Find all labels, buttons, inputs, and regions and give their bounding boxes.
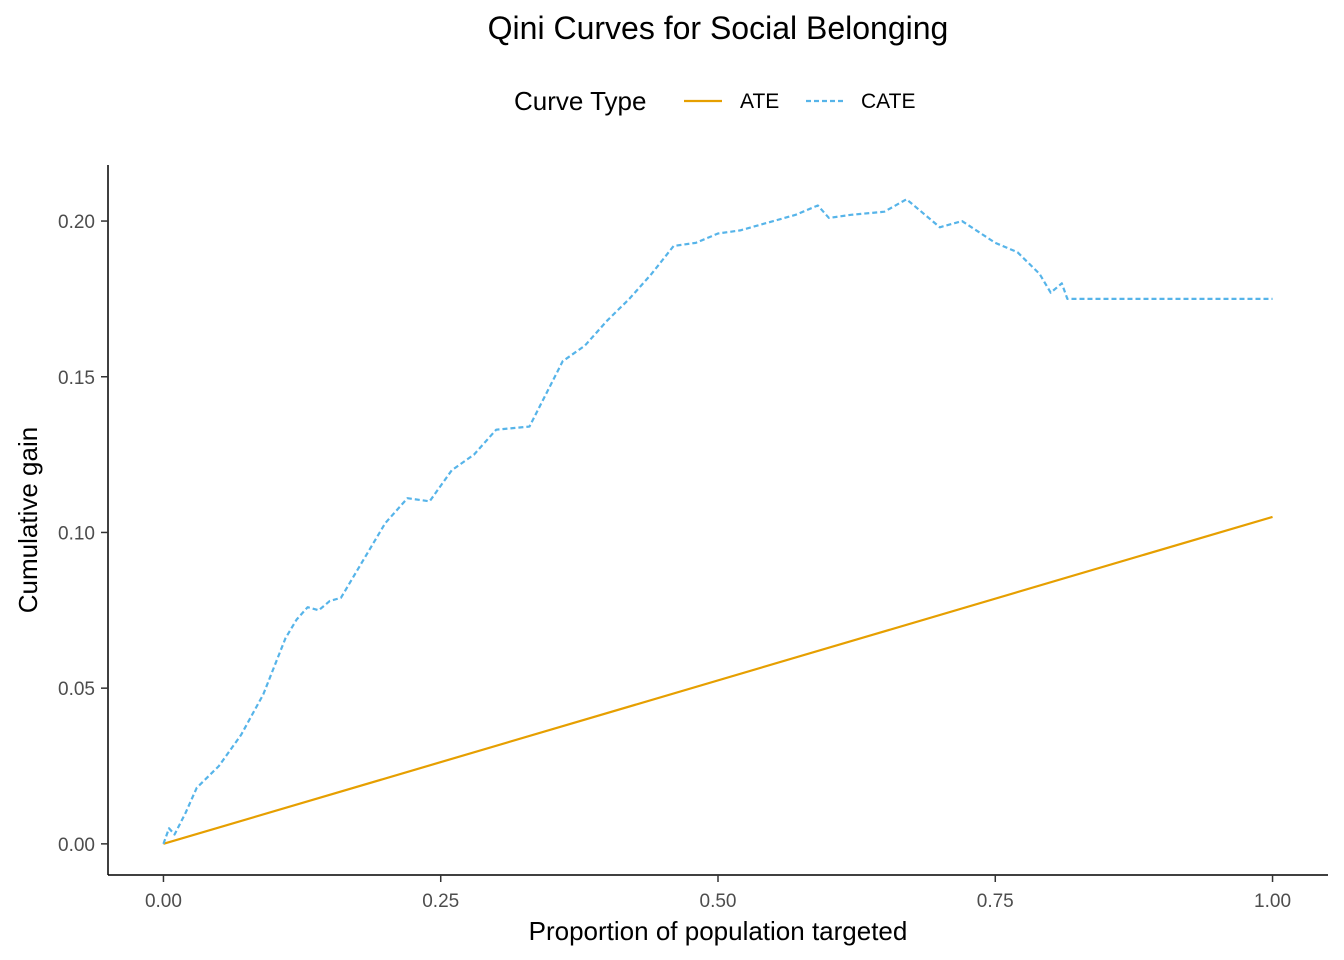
- x-tick-label: 0.00: [145, 891, 182, 912]
- series-layer: [162, 198, 1273, 845]
- y-axis-title: Cumulative gain: [13, 427, 43, 613]
- y-tick-label: 0.20: [58, 212, 95, 233]
- legend: Curve Type ATE CATE: [514, 86, 915, 116]
- x-tick-label: 0.75: [977, 891, 1014, 912]
- legend-label-ate: ATE: [740, 90, 779, 113]
- series-line-cate: [162, 198, 1273, 845]
- x-tick-label: 0.25: [422, 891, 459, 912]
- chart-title: Qini Curves for Social Belonging: [488, 10, 949, 46]
- x-axis-title: Proportion of population targeted: [529, 916, 908, 946]
- x-tick-label: 1.00: [1254, 891, 1291, 912]
- y-tick-label: 0.10: [58, 523, 95, 544]
- legend-label-cate: CATE: [861, 90, 915, 113]
- y-tick-label: 0.05: [58, 679, 95, 700]
- y-tick-label: 0.15: [58, 368, 95, 389]
- series-line-ate: [163, 515, 1273, 845]
- legend-title: Curve Type: [514, 86, 646, 116]
- x-axis: 0.00 0.25 0.50 0.75 1.00: [145, 875, 1291, 912]
- x-tick-label: 0.50: [700, 891, 737, 912]
- plot-area: 0.00 0.25 0.50 0.75 1.00 0.00 0.05 0.10 0.15 0.2…: [58, 165, 1328, 912]
- y-tick-label: 0.00: [58, 835, 95, 856]
- y-axis: 0.00 0.05 0.10 0.15 0.20: [58, 212, 108, 856]
